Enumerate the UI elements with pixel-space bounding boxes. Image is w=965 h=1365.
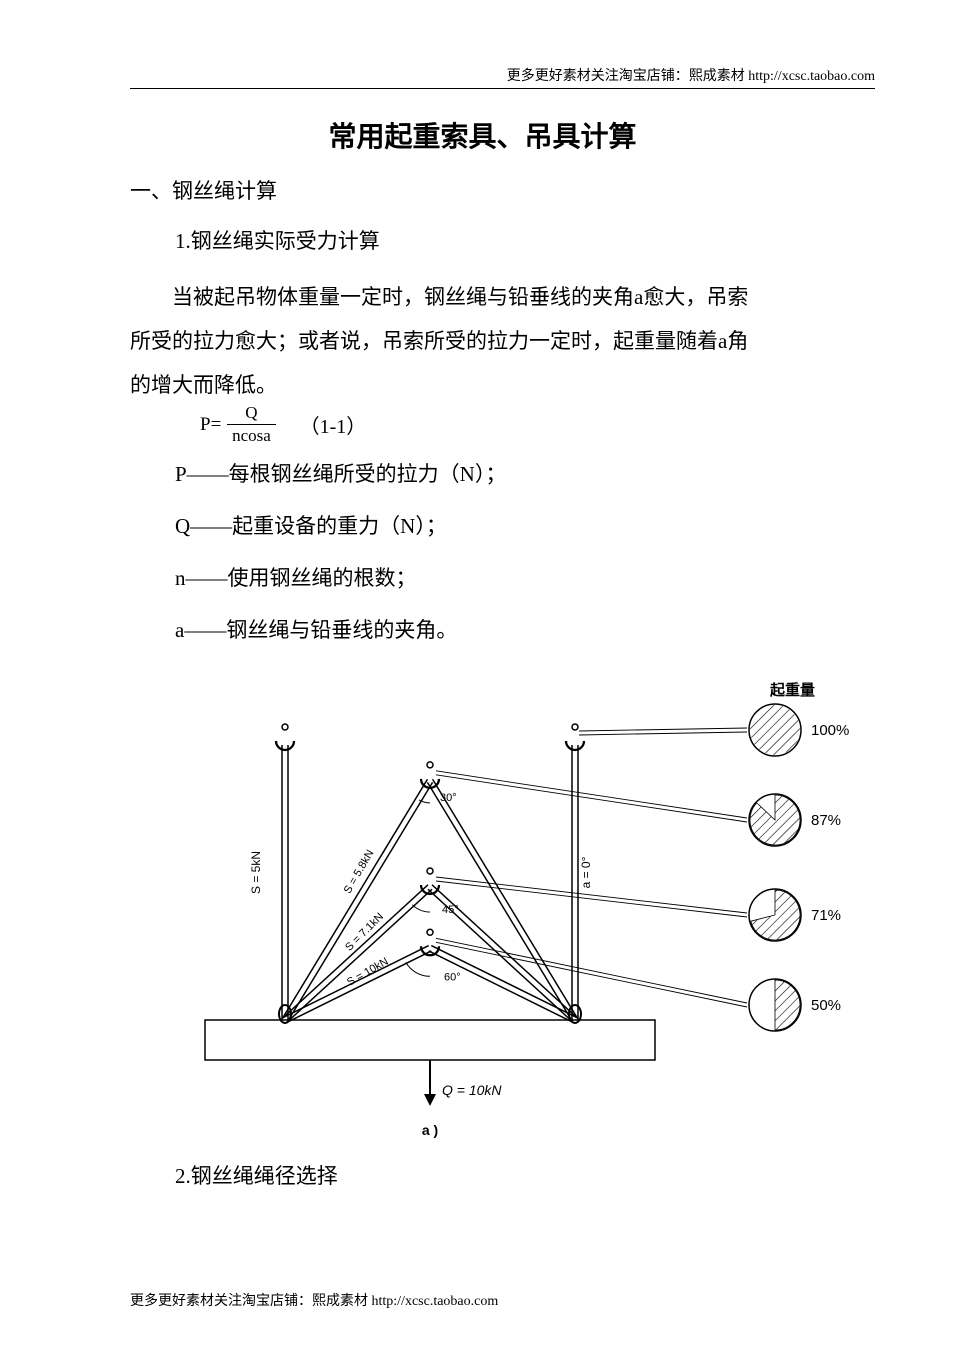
svg-text:71%: 71% [811,907,841,924]
svg-text:60°: 60° [444,971,461,983]
svg-text:Q = 10kN: Q = 10kN [442,1082,502,1098]
para1-line-b: 所受的拉力愈大；或者说，吊索所受的拉力一定时，起重量随着a角 [130,329,748,353]
svg-text:S = 5kN: S = 5kN [249,851,263,894]
definition-a: a——钢丝绳与铅垂线的夹角。 [175,614,457,644]
definition-p: P——每根钢丝绳所受的拉力（N）； [175,458,506,488]
definition-q: Q——起重设备的重力（N）； [175,510,447,540]
definition-n: n——使用钢丝绳的根数； [175,562,417,592]
subsection-2-heading: 2.钢丝绳绳径选择 [175,1160,338,1190]
formula-number: （1-1） [300,410,367,439]
svg-text:起重量: 起重量 [769,681,815,699]
formula-1-1: P= Q ncosa （1-1） [200,403,366,446]
svg-text:30°: 30° [440,792,457,804]
page-title: 常用起重索具、吊具计算 [0,115,965,155]
svg-text:a ): a ) [422,1122,438,1138]
svg-text:S = 7.1kN: S = 7.1kN [343,911,386,954]
footer-text: 更多更好素材关注淘宝店铺：熙成素材 http://xcsc.taobao.com [130,1290,498,1310]
formula-denominator: ncosa [232,425,271,446]
formula-fraction: Q ncosa [227,403,275,446]
section-1-heading: 一、钢丝绳计算 [130,175,277,205]
svg-text:45°: 45° [442,904,459,916]
svg-text:50%: 50% [811,997,841,1014]
svg-text:100%: 100% [811,722,849,739]
para1-line-c: 的增大而降低。 [130,373,277,397]
svg-text:S = 10kN: S = 10kN [345,956,390,989]
paragraph-1: 当被起吊物体重量一定时，钢丝绳与铅垂线的夹角a愈大，吊索 所受的拉力愈大；或者说… [130,275,870,407]
formula-numerator: Q [227,403,275,425]
svg-text:87%: 87% [811,812,841,829]
header-divider [130,88,875,89]
figure-a-svg: 起重量30°S = 5.8kN45°S = 7.1kN60°S = 10kNS … [175,670,895,1150]
subsection-1-heading: 1.钢丝绳实际受力计算 [175,225,380,255]
figure-a: 起重量30°S = 5.8kN45°S = 7.1kN60°S = 10kNS … [175,670,895,1150]
svg-text:a = 0°: a = 0° [579,856,593,888]
header-text: 更多更好素材关注淘宝店铺：熙成素材 http://xcsc.taobao.com [507,65,875,85]
para1-line-a: 当被起吊物体重量一定时，钢丝绳与铅垂线的夹角a愈大，吊索 [172,285,748,309]
formula-lhs: P= [200,414,221,436]
